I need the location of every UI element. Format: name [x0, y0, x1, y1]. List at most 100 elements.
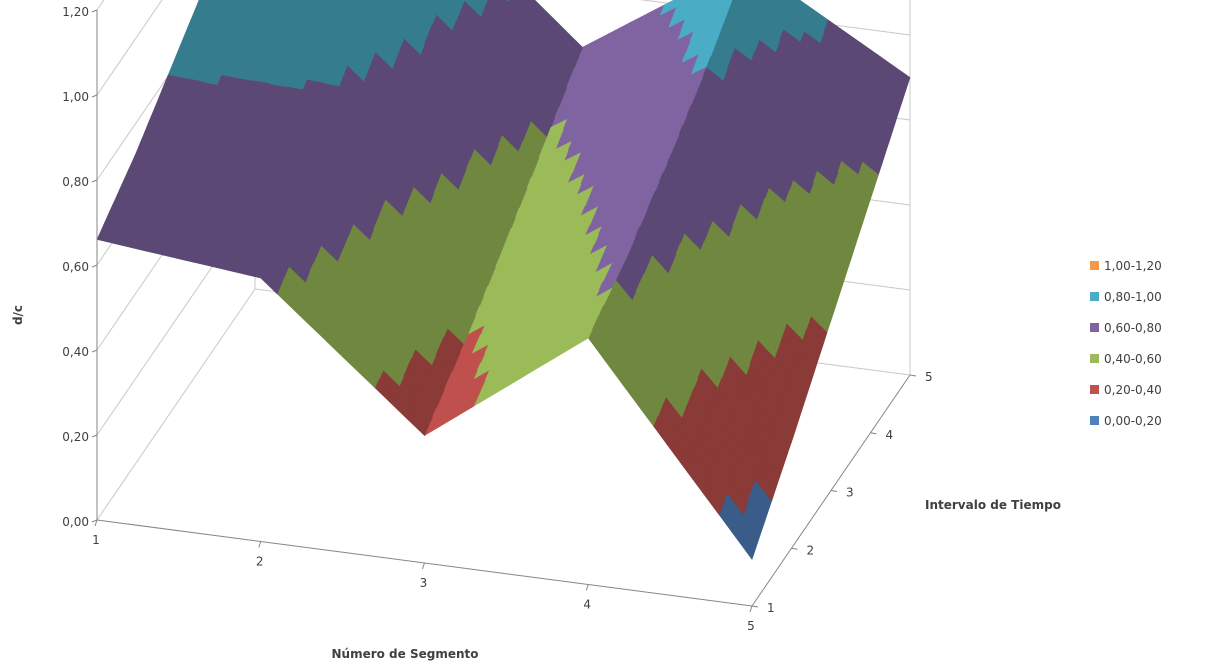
surface-patch: [465, 102, 487, 130]
x-tick-label: 1: [92, 533, 100, 547]
surface-patch: [336, 141, 358, 169]
surface-patch: [517, 341, 540, 362]
surface-patch: [159, 84, 181, 98]
legend-label: 0,60-0,80: [1104, 321, 1162, 335]
surface-patch: [349, 276, 371, 303]
surface-patch: [762, 445, 784, 478]
surface-patch: [242, 184, 265, 198]
surface-patch: [760, 0, 774, 8]
surface-patch: [678, 124, 700, 150]
surface-patch: [587, 82, 609, 102]
surface-patch: [112, 234, 135, 248]
surface-patch: [149, 232, 171, 247]
surface-patch: [671, 197, 693, 225]
surface-patch: [767, 62, 789, 87]
surface-patch: [823, 19, 845, 44]
legend-swatch: [1090, 385, 1099, 394]
surface-patch: [726, 58, 748, 84]
legend-label: 0,80-1,00: [1104, 290, 1162, 304]
surface-patch: [600, 116, 622, 136]
surface-patch: [414, 286, 436, 313]
surface-patch: [495, 277, 518, 298]
surface-patch: [202, 195, 224, 209]
x-tick: [585, 584, 589, 591]
z-tick-label: 5: [925, 370, 933, 384]
surface-patch: [452, 19, 474, 48]
surface-patch: [449, 0, 465, 11]
surface-patch: [673, 427, 695, 462]
surface-patch: [215, 0, 235, 5]
surface-patch: [720, 246, 742, 275]
surface-patch: [195, 39, 218, 53]
surface-patch: [577, 234, 600, 254]
surface-patch: [779, 0, 795, 9]
surface-patch: [274, 149, 297, 164]
legend: 1,00-1,20 0,80-1,00 0,60-0,80 0,40-0,60 0,20…: [1090, 259, 1162, 428]
surface-patch: [494, 200, 516, 229]
x-tick: [94, 519, 98, 527]
surface-patch: [666, 114, 688, 134]
surface-patch: [141, 211, 163, 225]
surface-patch: [173, 218, 196, 233]
surface-patch: [600, 147, 623, 167]
surface-patch: [659, 0, 680, 16]
surface-patch: [605, 197, 628, 217]
surface-patch: [533, 306, 556, 327]
surface-patch: [202, 235, 224, 249]
surface-patch: [659, 171, 681, 199]
surface-patch: [387, 11, 409, 39]
y-tick: [91, 94, 98, 98]
surface-patch: [508, 0, 530, 20]
surface-patch: [736, 204, 758, 232]
surface-patch: [407, 0, 420, 9]
surface-patch: [302, 79, 324, 94]
surface-patch: [108, 204, 130, 218]
surface-patch: [787, 63, 809, 89]
surface-patch: [343, 65, 365, 93]
surface-patch: [580, 165, 602, 185]
surface-patch: [566, 313, 589, 333]
surface-patch: [431, 397, 454, 418]
surface-patch: [116, 186, 138, 200]
surface-patch: [679, 178, 701, 205]
y-tick: [91, 9, 98, 13]
y-tick-label: 0,80: [62, 175, 89, 189]
surface-patch: [286, 119, 309, 134]
surface-patch: [326, 20, 348, 34]
x-tick-label: 4: [583, 598, 591, 612]
surface-patch: [187, 58, 210, 73]
y-tick: [91, 264, 98, 268]
surface-patch: [767, 119, 789, 145]
gridline: [96, 0, 163, 96]
surface-patch: [616, 324, 638, 356]
y-tick: [91, 349, 98, 353]
surface-patch: [706, 56, 728, 81]
surface-patch: [627, 298, 649, 329]
surface-patch: [657, 103, 680, 123]
surface-patch: [865, 77, 887, 103]
surface-patch: [627, 45, 650, 65]
surface-patch: [699, 128, 721, 155]
surface-patch: [566, 100, 589, 120]
surface-patch: [776, 154, 798, 181]
surface-patch: [509, 333, 531, 354]
surface-patch: [435, 345, 457, 372]
x-tick: [422, 562, 425, 570]
surface-patch: [532, 250, 554, 271]
surface-patch: [233, 119, 255, 134]
surface-patch: [408, 73, 430, 102]
surface-patch: [536, 270, 559, 290]
surface-patch: [849, 185, 871, 212]
surface-patch: [149, 193, 171, 208]
surface-patch: [214, 208, 236, 222]
surface-patch: [749, 351, 771, 382]
surface-patch: [747, 60, 769, 86]
surface-patch: [822, 268, 844, 297]
surface-patch: [610, 21, 633, 42]
surface-patch: [570, 58, 592, 78]
z-tick-label: 4: [886, 428, 894, 442]
surface-patch: [376, 97, 398, 126]
legend-swatch: [1090, 261, 1099, 270]
surface-patch: [789, 238, 811, 267]
